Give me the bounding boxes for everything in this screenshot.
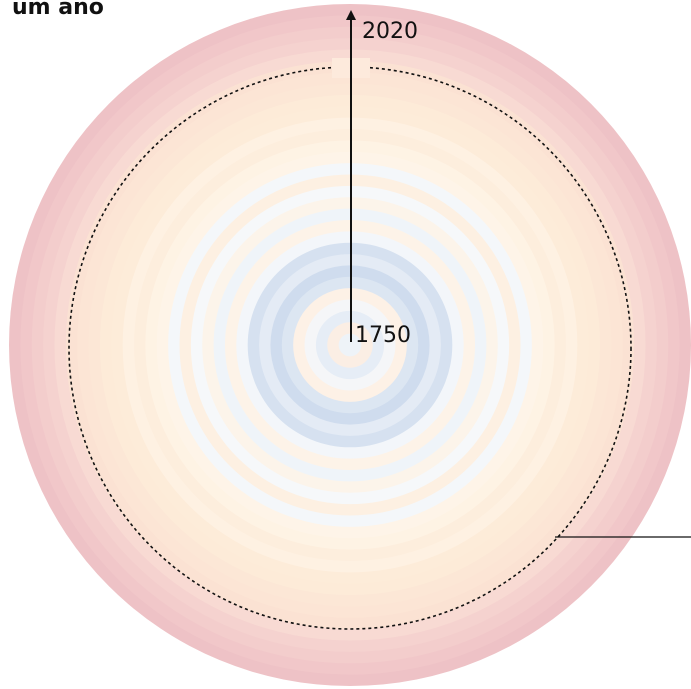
dashed-circle bbox=[68, 66, 632, 630]
title: um ano bbox=[12, 0, 104, 20]
end-label: 2020 bbox=[362, 19, 418, 44]
ring bbox=[338, 333, 362, 357]
arrow-head bbox=[346, 10, 356, 20]
start-label: 1750 bbox=[355, 323, 411, 348]
rings bbox=[9, 4, 691, 686]
